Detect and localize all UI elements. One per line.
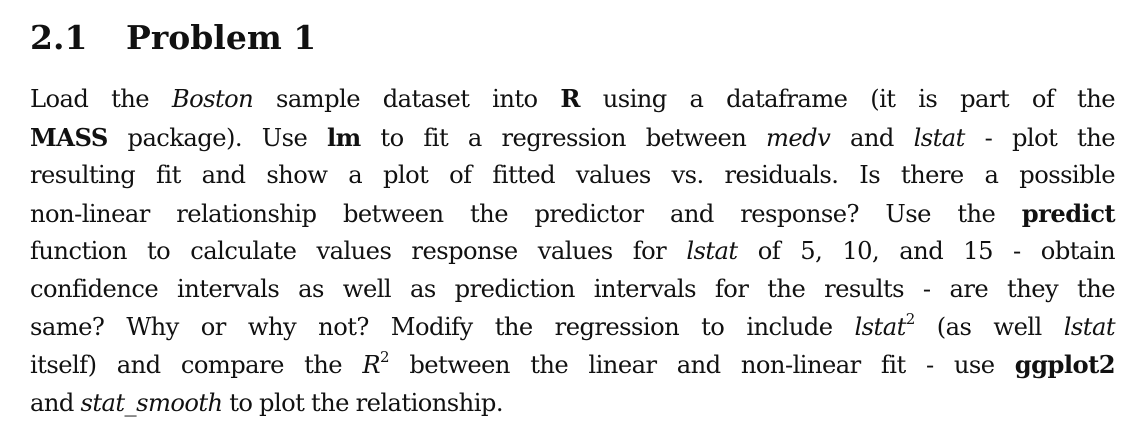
- paragraph-line-2: MASS package). Use lm to fit a regressio…: [30, 119, 1116, 158]
- section-title: Problem 1: [126, 18, 317, 57]
- variable-lstat: lstat: [913, 123, 966, 152]
- package-name-ggplot2: ggplot2: [1014, 350, 1116, 380]
- text-run: Load the: [30, 85, 172, 113]
- paragraph-line-1: Load the Boston sample dataset into R us…: [30, 80, 1116, 119]
- superscript-exponent: 2: [905, 309, 916, 328]
- paragraph-line-7: same? Why or why not? Modify the regress…: [30, 309, 1116, 347]
- dataset-name-boston: Boston: [171, 85, 254, 113]
- text-run: - plot the: [964, 123, 1116, 152]
- text-run: non-linear relationship between the pred…: [30, 199, 1022, 228]
- variable-medv: medv: [766, 123, 831, 152]
- variable-lstat: lstat: [854, 312, 907, 341]
- section-number: 2.1: [30, 18, 88, 57]
- text-run: package). Use: [107, 123, 327, 152]
- text-run: to fit a regression between: [360, 123, 767, 152]
- language-name-r: R: [560, 84, 580, 113]
- section-heading: 2.1 Problem 1: [30, 14, 1115, 62]
- problem-paragraph: Load the Boston sample dataset into R us…: [30, 80, 1116, 423]
- text-run: and: [30, 388, 81, 417]
- paragraph-line-5: function to calculate values response va…: [30, 233, 1116, 271]
- package-name-mass: MASS: [30, 122, 108, 152]
- text-run: (as well: [914, 312, 1064, 341]
- paragraph-line-4: non-linear relationship between the pred…: [30, 195, 1116, 234]
- variable-lstat: lstat: [686, 237, 738, 266]
- text-run: same? Why or why not? Modify the regress…: [30, 312, 855, 341]
- text-run: using a dataframe (it is part of the: [579, 85, 1116, 113]
- text-run: sample dataset into: [253, 85, 561, 113]
- variable-r: R: [362, 351, 381, 380]
- paragraph-line-6: confidence intervals as well as predicti…: [30, 271, 1116, 309]
- paragraph-line-9: and stat_smooth to plot the relationship…: [30, 385, 1115, 423]
- text-run: to plot the relationship.: [222, 388, 503, 417]
- text-run: of 5, 10, and 15 - obtain: [737, 237, 1116, 266]
- function-name-predict: predict: [1021, 198, 1116, 228]
- variable-lstat: lstat: [1063, 312, 1116, 341]
- paragraph-line-3: resulting fit and show a plot of fitted …: [30, 157, 1116, 195]
- text-run: function to calculate values response va…: [30, 237, 687, 266]
- text-run: and: [830, 123, 914, 152]
- function-name-lm: lm: [326, 122, 361, 152]
- function-name-stat-smooth: stat_smooth: [80, 388, 223, 417]
- superscript-exponent: 2: [380, 348, 390, 367]
- problem-section: 2.1 Problem 1 Load the Boston sample data…: [30, 14, 1116, 423]
- text-run: itself) and compare the: [30, 351, 363, 380]
- text-run: between the linear and non-linear fit - …: [389, 351, 1015, 380]
- text-run: confidence intervals as well as predicti…: [30, 274, 1116, 303]
- text-run: resulting fit and show a plot of fitted …: [30, 161, 1116, 190]
- paragraph-line-8: itself) and compare the R2 between the l…: [30, 346, 1116, 385]
